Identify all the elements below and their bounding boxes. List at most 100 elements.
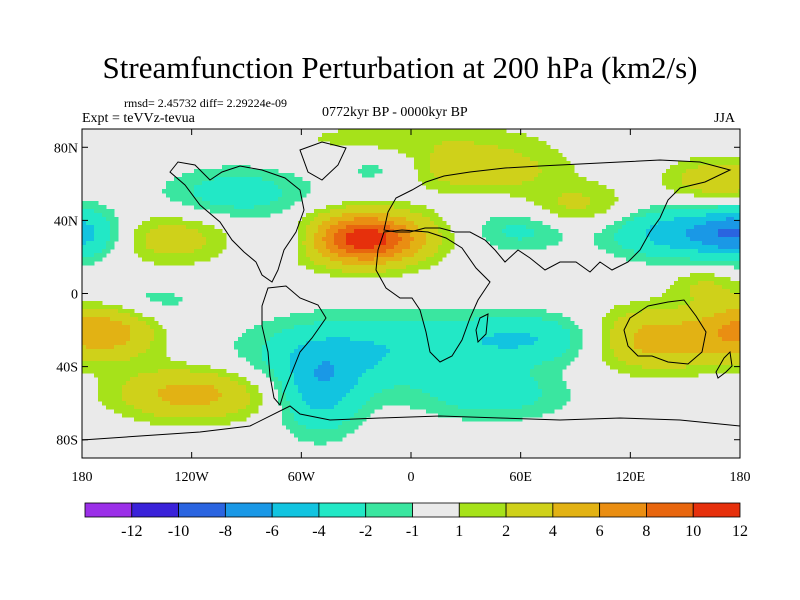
contour-cell	[486, 357, 491, 362]
contour-cell	[394, 269, 399, 274]
contour-cell	[334, 421, 339, 426]
contour-cell	[518, 317, 523, 322]
contour-cell	[162, 409, 167, 414]
contour-cell	[126, 409, 131, 414]
contour-cell	[306, 433, 311, 438]
contour-cell	[406, 253, 411, 258]
contour-cell	[542, 149, 547, 154]
contour-cell	[366, 309, 371, 314]
contour-cell	[274, 341, 279, 346]
contour-cell	[514, 365, 519, 370]
contour-cell	[370, 141, 375, 146]
contour-cell	[178, 241, 183, 246]
contour-cell	[210, 189, 215, 194]
contour-cell	[370, 341, 375, 346]
contour-cell	[454, 145, 459, 150]
contour-cell	[326, 357, 331, 362]
contour-cell	[358, 373, 363, 378]
contour-cell	[374, 229, 379, 234]
contour-cell	[506, 361, 511, 366]
contour-cell	[354, 329, 359, 334]
contour-cell	[366, 361, 371, 366]
contour-cell	[222, 377, 227, 382]
contour-cell	[366, 333, 371, 338]
contour-cell	[390, 273, 395, 278]
contour-cell	[522, 161, 527, 166]
contour-cell	[170, 249, 175, 254]
contour-cell	[526, 153, 531, 158]
contour-cell	[442, 345, 447, 350]
contour-cell	[518, 333, 523, 338]
contour-cell	[346, 341, 351, 346]
contour-cell	[106, 305, 111, 310]
contour-cell	[394, 133, 399, 138]
contour-cell	[114, 405, 119, 410]
contour-cell	[262, 337, 267, 342]
contour-cell	[214, 197, 219, 202]
contour-cell	[122, 357, 127, 362]
contour-cell	[206, 381, 211, 386]
contour-cell	[394, 349, 399, 354]
contour-cell	[494, 173, 499, 178]
contour-cell	[174, 421, 179, 426]
contour-cell	[330, 409, 335, 414]
contour-cell	[362, 337, 367, 342]
contour-cell	[258, 393, 263, 398]
contour-cell	[98, 397, 103, 402]
contour-cell	[326, 225, 331, 230]
contour-cell	[398, 361, 403, 366]
contour-cell	[362, 209, 367, 214]
contour-cell	[382, 257, 387, 262]
contour-cell	[398, 217, 403, 222]
contour-cell	[318, 433, 323, 438]
contour-cell	[334, 253, 339, 258]
contour-cell	[342, 389, 347, 394]
contour-cell	[530, 365, 535, 370]
contour-cell	[490, 137, 495, 142]
contour-cell	[426, 153, 431, 158]
contour-cell	[342, 365, 347, 370]
contour-cell	[182, 177, 187, 182]
contour-cell	[510, 349, 515, 354]
contour-cell	[330, 389, 335, 394]
contour-cell	[158, 357, 163, 362]
contour-cell	[422, 373, 427, 378]
contour-cell	[214, 205, 219, 210]
contour-cell	[310, 241, 315, 246]
contour-cell	[514, 225, 519, 230]
contour-cell	[502, 165, 507, 170]
contour-cell	[494, 181, 499, 186]
contour-cell	[206, 193, 211, 198]
contour-cell	[474, 321, 479, 326]
contour-cell	[378, 389, 383, 394]
contour-cell	[410, 349, 415, 354]
contour-cell	[182, 225, 187, 230]
contour-cell	[226, 385, 231, 390]
contour-cell	[206, 397, 211, 402]
contour-cell	[274, 325, 279, 330]
contour-cell	[438, 157, 443, 162]
contour-cell	[410, 265, 415, 270]
contour-cell	[402, 269, 407, 274]
contour-cell	[474, 413, 479, 418]
contour-cell	[438, 229, 443, 234]
contour-cell	[214, 421, 219, 426]
contour-cell	[178, 365, 183, 370]
contour-cell	[150, 245, 155, 250]
contour-cell	[358, 309, 363, 314]
contour-cell	[134, 321, 139, 326]
contour-cell	[246, 173, 251, 178]
contour-cell	[218, 245, 223, 250]
contour-cell	[126, 325, 131, 330]
contour-cell	[490, 389, 495, 394]
contour-cell	[282, 365, 287, 370]
contour-cell	[498, 373, 503, 378]
contour-cell	[354, 425, 359, 430]
contour-cell	[322, 253, 327, 258]
contour-cell	[406, 249, 411, 254]
contour-cell	[238, 393, 243, 398]
contour-cell	[534, 157, 539, 162]
contour-cell	[318, 265, 323, 270]
contour-cell	[538, 225, 543, 230]
contour-cell	[442, 233, 447, 238]
